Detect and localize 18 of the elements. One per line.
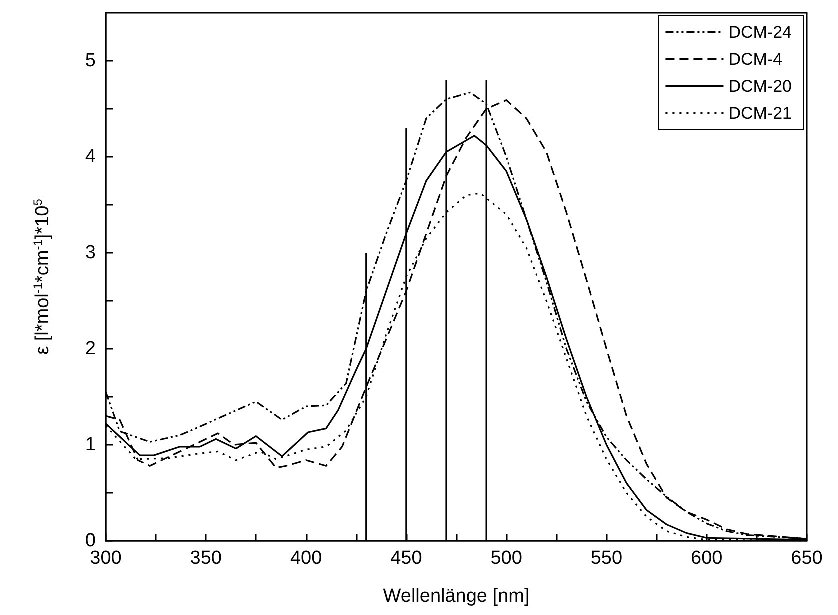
x-tick-label: 500 — [490, 548, 522, 569]
legend-label: DCM-20 — [728, 77, 792, 96]
x-tick-label: 450 — [390, 548, 422, 569]
y-tick-label: 3 — [85, 242, 96, 264]
x-tick-label: 600 — [691, 548, 723, 569]
y-axis-title: ε [l*mol-1*cm-1]*105 — [31, 198, 54, 355]
legend-label: DCM-24 — [728, 23, 792, 42]
x-tick-label: 650 — [791, 548, 823, 569]
y-tick-label: 5 — [85, 50, 96, 72]
x-axis-title: Wellenlänge [nm] — [383, 586, 530, 607]
x-tick-label: 550 — [590, 548, 623, 569]
legend-label: DCM-4 — [728, 50, 783, 69]
y-tick-label: 2 — [85, 338, 96, 360]
y-tick-label: 4 — [85, 146, 96, 168]
x-tick-label: 400 — [290, 548, 322, 569]
x-tick-label: 350 — [190, 548, 222, 569]
legend-label: DCM-21 — [728, 104, 792, 123]
y-tick-label: 1 — [85, 434, 96, 456]
